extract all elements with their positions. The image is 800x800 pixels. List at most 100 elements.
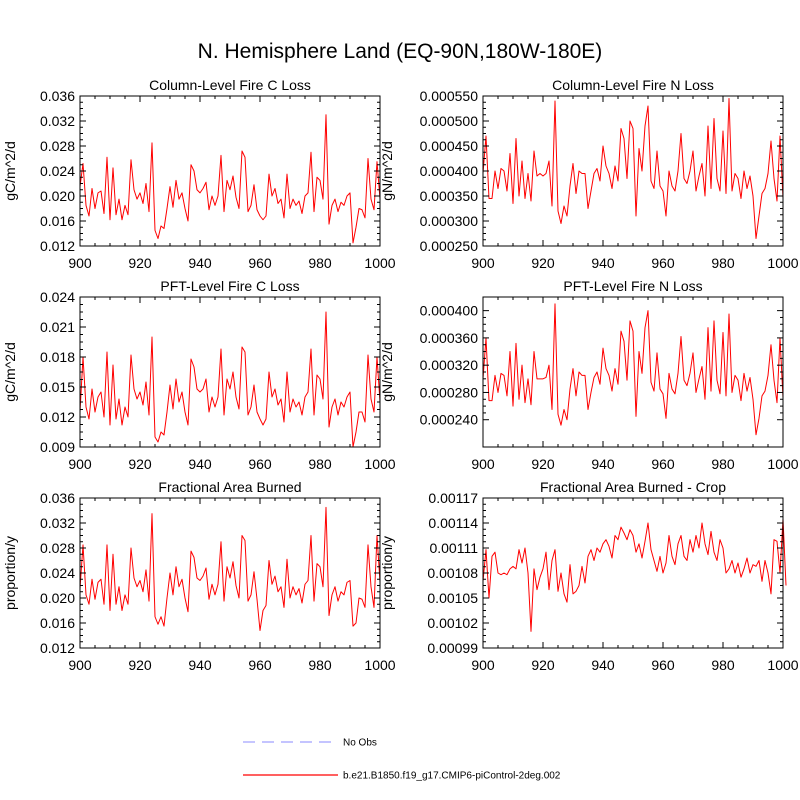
y-axis-label: proportion/y bbox=[2, 536, 18, 610]
x-tick-label: 940 bbox=[591, 657, 615, 673]
y-tick-label: 0.036 bbox=[40, 88, 75, 104]
y-tick-label: 0.024 bbox=[40, 565, 75, 581]
y-axis-label: gN/m^2/d bbox=[379, 141, 395, 200]
x-tick-label: 960 bbox=[248, 456, 272, 472]
x-tick-label: 940 bbox=[188, 255, 212, 271]
x-tick-label: 940 bbox=[188, 657, 212, 673]
y-tick-label: 0.028 bbox=[40, 540, 75, 556]
y-tick-label: 0.000400 bbox=[420, 303, 479, 319]
y-tick-label: 0.00111 bbox=[429, 540, 478, 556]
y-tick-label: 0.024 bbox=[40, 163, 75, 179]
y-tick-label: 0.00099 bbox=[427, 640, 478, 656]
series-line bbox=[79, 506, 381, 631]
y-tick-label: 0.015 bbox=[40, 379, 75, 395]
x-tick-label: 960 bbox=[651, 456, 675, 472]
chart-title: PFT-Level Fire C Loss bbox=[160, 278, 299, 294]
y-axis-label: proportion/y bbox=[379, 536, 395, 610]
x-tick-label: 920 bbox=[531, 255, 555, 271]
y-tick-label: 0.012 bbox=[40, 238, 75, 254]
plot-frame bbox=[79, 497, 381, 649]
y-tick-label: 0.000350 bbox=[420, 188, 479, 204]
y-axis-label: gC/m^2/d bbox=[2, 342, 18, 401]
chart-panel-3: 900 920 940 960 980 1000 0.009 0.012 0.015 0.018 0… bbox=[2, 278, 396, 472]
chart-panels: 900 920 940 960 980 1000 0.012 0.016 0.020 0.024 0… bbox=[2, 77, 799, 673]
plot-frame bbox=[482, 95, 784, 247]
x-tick-label: 1000 bbox=[767, 456, 798, 472]
x-tick-label: 960 bbox=[248, 255, 272, 271]
y-tick-label: 0.020 bbox=[40, 188, 75, 204]
plot-frame bbox=[79, 296, 381, 448]
figure-title: N. Hemisphere Land (EQ-90N,180W-180E) bbox=[198, 40, 603, 63]
x-tick-label: 1000 bbox=[364, 255, 395, 271]
x-tick-label: 900 bbox=[68, 657, 92, 673]
y-tick-label: 0.00114 bbox=[428, 515, 478, 531]
chart-title: Fractional Area Burned - Crop bbox=[540, 479, 726, 495]
x-tick-label: 980 bbox=[711, 657, 735, 673]
y-tick-label: 0.000280 bbox=[420, 384, 479, 400]
chart-title: Column-Level Fire C Loss bbox=[149, 77, 311, 93]
y-tick-label: 0.021 bbox=[40, 319, 75, 335]
y-tick-label: 0.00117 bbox=[428, 490, 478, 506]
y-tick-label: 0.000300 bbox=[420, 213, 479, 229]
x-tick-label: 920 bbox=[128, 456, 152, 472]
legend-model-label: b.e21.B1850.f19_g17.CMIP6-piControl-2deg… bbox=[343, 771, 561, 782]
x-tick-label: 920 bbox=[531, 456, 555, 472]
y-tick-label: 0.016 bbox=[40, 615, 75, 631]
x-tick-label: 920 bbox=[531, 657, 555, 673]
legend: No Obs b.e21.B1850.f19_g17.CMIP6-piContr… bbox=[243, 738, 561, 782]
plot-frame bbox=[482, 296, 784, 448]
x-tick-label: 980 bbox=[711, 255, 735, 271]
y-tick-label: 0.016 bbox=[40, 213, 75, 229]
chart-title: Fractional Area Burned bbox=[158, 479, 301, 495]
y-tick-label: 0.00108 bbox=[427, 565, 478, 581]
y-axis-label: gN/m^2/d bbox=[379, 342, 395, 401]
x-tick-label: 960 bbox=[248, 657, 272, 673]
x-tick-label: 940 bbox=[188, 456, 212, 472]
x-tick-label: 960 bbox=[651, 657, 675, 673]
x-tick-label: 940 bbox=[591, 456, 615, 472]
y-tick-label: 0.000500 bbox=[420, 113, 479, 129]
x-tick-label: 960 bbox=[651, 255, 675, 271]
y-tick-label: 0.000550 bbox=[420, 88, 479, 104]
y-tick-label: 0.012 bbox=[40, 409, 75, 425]
y-tick-label: 0.00102 bbox=[427, 615, 478, 631]
legend-obs-label: No Obs bbox=[343, 738, 377, 749]
y-tick-label: 0.020 bbox=[40, 590, 75, 606]
x-tick-label: 1000 bbox=[767, 255, 798, 271]
x-tick-label: 900 bbox=[471, 657, 495, 673]
series-line bbox=[482, 303, 784, 436]
chart-panel-4: 900 920 940 960 980 1000 0.000240 0.000280 0.000… bbox=[379, 278, 799, 472]
y-tick-label: 0.024 bbox=[40, 289, 75, 305]
chart-panel-2: 900 920 940 960 980 1000 0.000250 0.000300 0.000… bbox=[379, 77, 799, 271]
y-tick-label: 0.000360 bbox=[420, 330, 479, 346]
y-tick-label: 0.032 bbox=[40, 515, 75, 531]
y-tick-label: 0.012 bbox=[40, 640, 75, 656]
plot-frame bbox=[79, 95, 381, 247]
x-tick-label: 900 bbox=[68, 255, 92, 271]
series-line bbox=[79, 311, 381, 448]
series-line bbox=[482, 518, 787, 632]
x-tick-label: 900 bbox=[471, 456, 495, 472]
x-tick-label: 1000 bbox=[364, 657, 395, 673]
series-line bbox=[482, 98, 784, 239]
y-tick-label: 0.000450 bbox=[420, 138, 479, 154]
y-tick-label: 0.000400 bbox=[420, 163, 479, 179]
chart-title: Column-Level Fire N Loss bbox=[552, 77, 714, 93]
y-tick-label: 0.00105 bbox=[427, 590, 478, 606]
y-tick-label: 0.018 bbox=[40, 349, 75, 365]
chart-panel-1: 900 920 940 960 980 1000 0.012 0.016 0.020 0.024 0… bbox=[2, 77, 396, 271]
series-line bbox=[79, 114, 381, 244]
y-axis-label: gC/m^2/d bbox=[2, 141, 18, 200]
x-tick-label: 900 bbox=[471, 255, 495, 271]
x-tick-label: 940 bbox=[591, 255, 615, 271]
chart-title: PFT-Level Fire N Loss bbox=[563, 278, 702, 294]
x-tick-label: 920 bbox=[128, 657, 152, 673]
x-tick-label: 920 bbox=[128, 255, 152, 271]
x-tick-label: 900 bbox=[68, 456, 92, 472]
x-tick-label: 980 bbox=[308, 657, 332, 673]
x-tick-label: 980 bbox=[308, 255, 332, 271]
x-tick-label: 980 bbox=[308, 456, 332, 472]
y-tick-label: 0.028 bbox=[40, 138, 75, 154]
y-tick-label: 0.036 bbox=[40, 490, 75, 506]
